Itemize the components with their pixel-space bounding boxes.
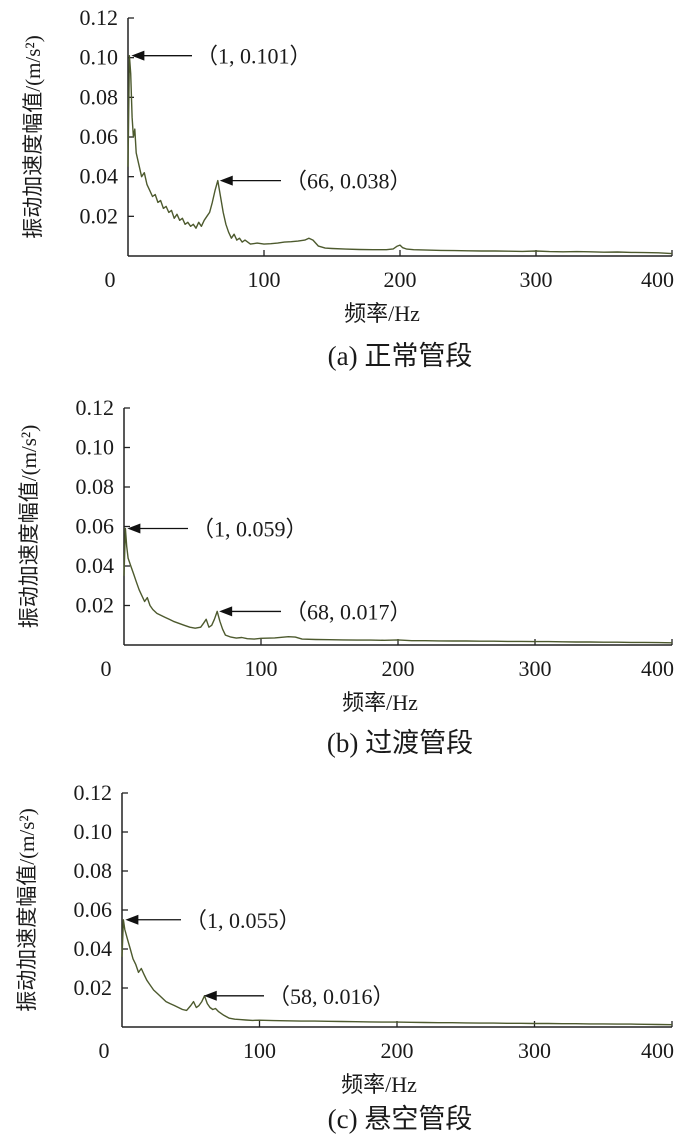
annotation-label: （1, 0.059）	[192, 516, 308, 541]
y-tick-label: 0.12	[76, 395, 115, 420]
y-tick-label: 0.04	[74, 936, 113, 961]
x-tick-label: 100	[248, 267, 281, 292]
x-tick-label: 100	[243, 1038, 276, 1063]
x-tick-label: 400	[641, 1038, 674, 1063]
annotation-arrowhead	[203, 990, 217, 1001]
x-tick-label: 0	[105, 267, 116, 292]
x-tick-label: 0	[99, 1038, 110, 1063]
x-tick-label: 400	[641, 656, 674, 681]
y-tick-label: 0.04	[76, 553, 115, 578]
y-tick-label: 0.12	[74, 780, 113, 805]
x-tick-label: 400	[641, 267, 674, 292]
y-tick-label: 0.08	[80, 84, 119, 109]
x-tick-label: 200	[381, 1038, 414, 1063]
y-tick-label: 0.02	[76, 593, 115, 618]
annotation-arrowhead	[125, 914, 139, 925]
y-tick-label: 0.10	[76, 435, 115, 460]
y-tick-label: 0.06	[74, 897, 113, 922]
annotation-label: （68, 0.017）	[285, 599, 412, 624]
y-tick-label: 0.06	[76, 514, 115, 539]
x-tick-label: 300	[520, 267, 553, 292]
annotation-arrowhead	[127, 523, 141, 534]
x-axis-label: 频率/Hz	[344, 301, 420, 326]
annotation-label: （1, 0.055）	[185, 908, 301, 933]
annotation-arrowhead	[219, 606, 233, 617]
y-axis-label: 振动加速度幅值/(m/s²)	[21, 35, 45, 238]
y-tick-label: 0.10	[74, 819, 113, 844]
annotation-label: （66, 0.038）	[285, 169, 412, 194]
chart-caption: (c) 悬空管段	[328, 1104, 473, 1134]
x-axis-label: 频率/Hz	[342, 690, 418, 715]
chart-a: 0.02 0.04 0.06 0.08 0.10 0.12 0 100 200 300 400 （1,…	[21, 5, 674, 371]
y-axis-label: 振动加速度幅值/(m/s²)	[15, 808, 39, 1011]
chart-b: 0.02 0.04 0.06 0.08 0.10 0.12 0 100 200 300 400 （1,…	[17, 395, 674, 758]
y-tick-label: 0.06	[80, 124, 119, 149]
x-tick-label: 200	[382, 656, 415, 681]
series-line	[123, 527, 673, 644]
series-line	[121, 919, 673, 1026]
y-tick-label: 0.08	[76, 474, 115, 499]
y-tick-label: 0.02	[74, 975, 113, 1000]
annotation-arrowhead	[131, 50, 145, 61]
annotation-label: （1, 0.101）	[196, 44, 312, 69]
x-axis-label: 频率/Hz	[341, 1072, 417, 1097]
chart-c: 0.02 0.04 0.06 0.08 0.10 0.12 0 100 200 300 400 （1,…	[15, 780, 674, 1134]
annotation-label: （58, 0.016）	[268, 984, 395, 1009]
chart-caption: (a) 正常管段	[328, 341, 473, 371]
x-tick-label: 300	[518, 1038, 551, 1063]
y-axis-label: 振动加速度幅值/(m/s²)	[17, 425, 41, 628]
x-tick-label: 0	[101, 656, 112, 681]
annotation-arrowhead	[219, 175, 233, 186]
series-line	[127, 55, 673, 255]
y-tick-label: 0.08	[74, 858, 113, 883]
y-tick-label: 0.04	[80, 164, 119, 189]
y-tick-label: 0.12	[80, 5, 119, 30]
y-tick-label: 0.02	[80, 203, 119, 228]
x-tick-label: 200	[384, 267, 417, 292]
x-tick-label: 300	[519, 656, 552, 681]
y-tick-label: 0.10	[80, 45, 119, 70]
x-tick-label: 100	[245, 656, 278, 681]
chart-caption: (b) 过渡管段	[327, 728, 473, 758]
